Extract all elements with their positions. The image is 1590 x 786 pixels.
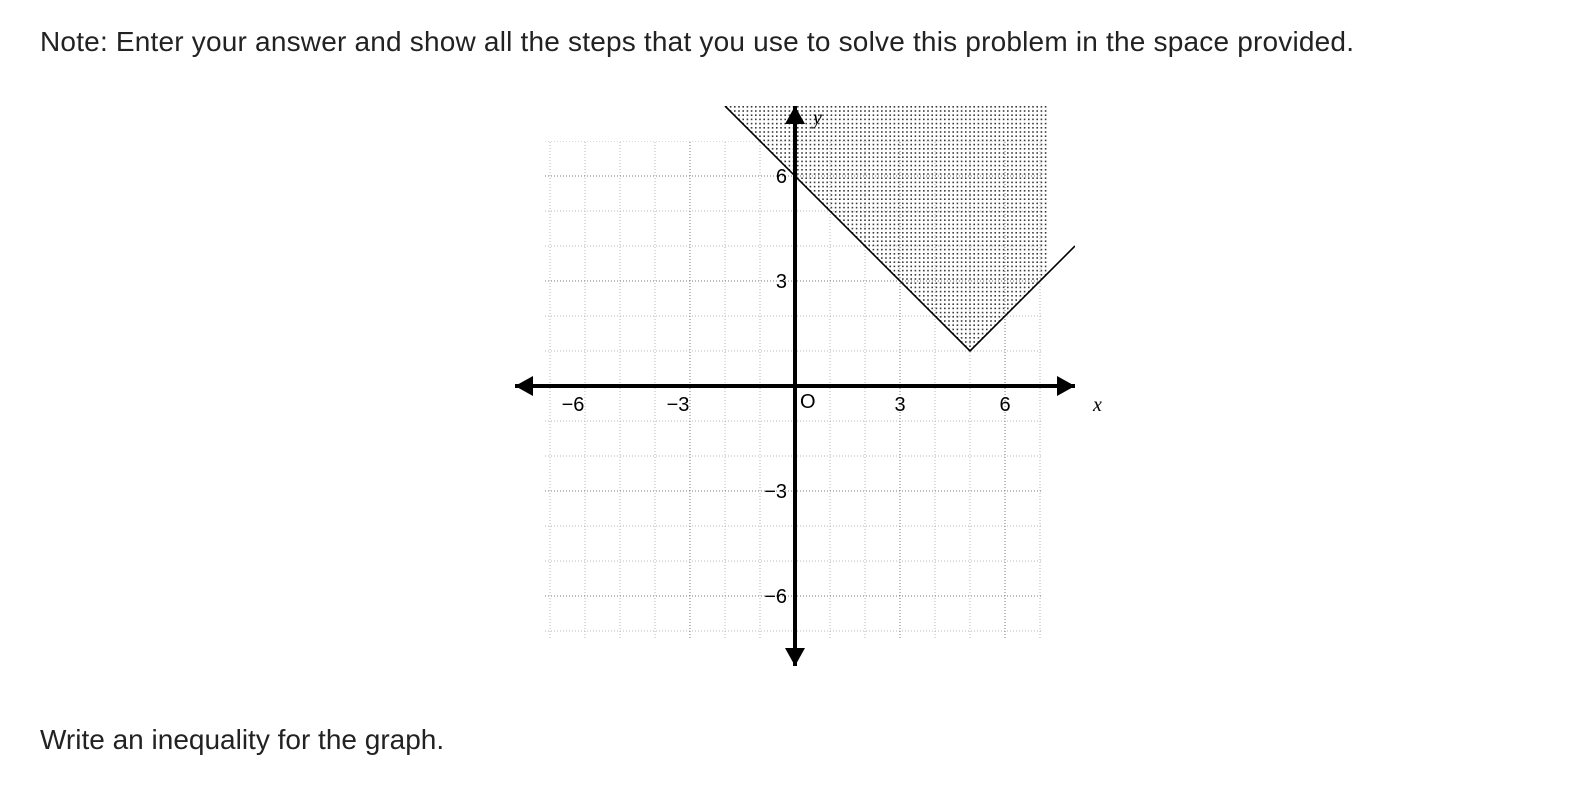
graph-container: O −6 −3 3 6 6 3 −3 −6 x y: [40, 76, 1550, 696]
inequality-graph: O −6 −3 3 6 6 3 −3 −6 x y: [455, 76, 1135, 696]
svg-text:−3: −3: [667, 394, 690, 416]
svg-text:6: 6: [776, 166, 787, 188]
origin-label: O: [800, 391, 816, 413]
instruction-note: Note: Enter your answer and show all the…: [40, 26, 1550, 58]
svg-text:3: 3: [776, 271, 787, 293]
svg-text:−6: −6: [764, 586, 787, 608]
svg-text:6: 6: [999, 394, 1010, 416]
svg-text:−6: −6: [562, 394, 585, 416]
x-axis-label: x: [1092, 394, 1102, 416]
y-axis-label: y: [811, 107, 822, 129]
shaded-region: [726, 106, 1047, 351]
question-prompt: Write an inequality for the graph.: [40, 724, 1550, 756]
svg-text:3: 3: [894, 394, 905, 416]
svg-text:−3: −3: [764, 481, 787, 503]
